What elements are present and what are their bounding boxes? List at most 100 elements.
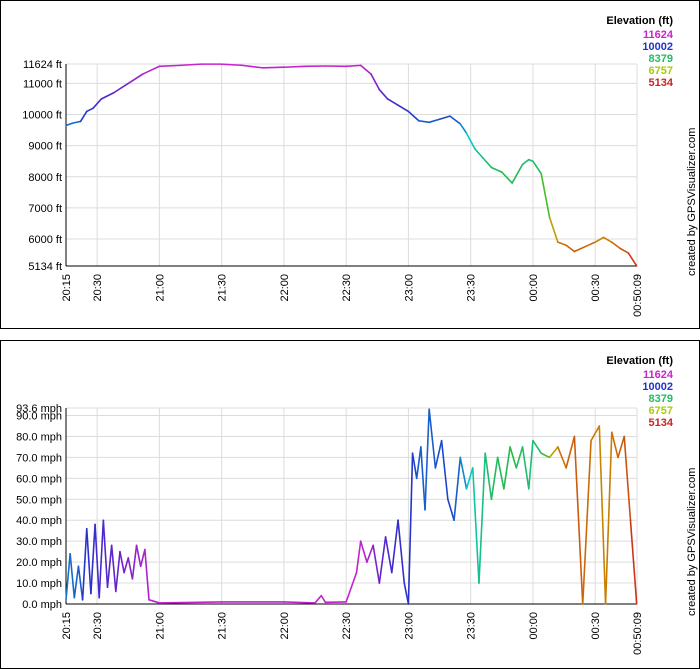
y-tick-label: 7000 ft (28, 203, 62, 215)
series-segment (386, 98, 399, 107)
series-segment (131, 544, 138, 580)
series-segment (65, 122, 74, 127)
series-segment (573, 246, 586, 253)
y-tick-label: 80.0 mph (16, 431, 62, 443)
y-tick-label: 30.0 mph (16, 536, 62, 548)
series-segment (359, 64, 372, 75)
y-tick-label: 5134 ft (28, 261, 62, 273)
series-segment (565, 244, 576, 253)
series-segment (598, 425, 607, 605)
series-segment (100, 91, 115, 100)
series-segment (119, 550, 125, 574)
y-tick-label: 60.0 mph (16, 473, 62, 485)
series-segment (179, 63, 202, 67)
series-segment (602, 236, 613, 243)
series-segment (459, 123, 468, 135)
y-tick-label: 11624 ft (23, 59, 62, 71)
series-segment (417, 119, 430, 124)
series-segment (459, 456, 468, 490)
series-segment (496, 456, 505, 490)
y-tick-label: 70.0 mph (16, 452, 62, 464)
series-segment (345, 64, 362, 68)
series-segment (440, 439, 449, 501)
series-segment (397, 519, 406, 584)
chart-elevation: 11624 ft 11000 ft 10000 ft 9000 ft 8000 ft 70… (22, 15, 698, 317)
series-segment (581, 439, 592, 605)
series-segment (378, 536, 387, 584)
series-segment (102, 519, 109, 589)
x-tick-label: 22:30 (341, 274, 353, 302)
series-segment (372, 544, 381, 584)
series-segment (509, 446, 518, 469)
series-segment (90, 523, 96, 595)
series-segment (397, 104, 410, 113)
series-segment (474, 147, 484, 159)
series-segment (127, 557, 134, 580)
y-tick-label: 0.0 mph (22, 599, 62, 611)
series-segment (465, 132, 476, 150)
series-segment (77, 565, 84, 601)
series-segment (434, 439, 443, 469)
elevation-panel: 11624 ft 11000 ft 10000 ft 9000 ft 8000 ft 70… (0, 0, 700, 329)
series-segment (490, 456, 499, 501)
series-segment (283, 65, 306, 69)
series-segment (98, 519, 105, 599)
series-segment (81, 527, 88, 601)
series-segment (384, 536, 393, 574)
x-tick-label: 00:30 (590, 274, 602, 302)
series-segment (359, 540, 368, 563)
series-segment (540, 452, 551, 459)
x-tick-label: 21:00 (154, 612, 166, 640)
series-segment (447, 498, 455, 522)
credit-text: created by GPSVisualizer.com (686, 468, 698, 616)
series-segment (471, 467, 480, 584)
x-tick-label: 00:30 (590, 612, 602, 640)
series-segment (478, 452, 486, 584)
series-segment (420, 446, 426, 511)
series-segment (370, 73, 381, 91)
series-segment (262, 66, 285, 69)
y-tick-label: 90.0 mph (16, 411, 62, 423)
series-segment (407, 110, 420, 122)
series-segment (73, 565, 80, 599)
series-segment (110, 544, 117, 593)
series-segment (415, 446, 422, 480)
elevation-chart: 11624 ft 11000 ft 10000 ft 9000 ft 8000 ft 70… (22, 15, 698, 317)
series-segment (527, 439, 534, 490)
series-segment (449, 115, 462, 125)
series-segment (92, 98, 103, 110)
series-segment (71, 120, 82, 125)
y-tick-label: 11000 ft (23, 78, 62, 90)
series-segment (428, 118, 441, 124)
series-segment (411, 452, 418, 480)
x-tick-label: 23:00 (403, 274, 415, 302)
series-segment (144, 548, 150, 601)
x-tick-label: 23:30 (466, 274, 478, 302)
series-segment (584, 241, 596, 248)
series-segment (610, 241, 621, 250)
series-segment (548, 446, 559, 459)
x-tick-label: 23:00 (403, 612, 415, 640)
y-tick-label: 10000 ft (22, 110, 62, 122)
series-segment (532, 160, 543, 175)
legend-entry: 11624 (643, 369, 674, 381)
series-segment (604, 431, 613, 605)
x-tick-label: 21:30 (217, 612, 229, 640)
series-segment (490, 166, 503, 173)
series-segment (515, 446, 524, 469)
y-tick-label: 50.0 mph (16, 494, 62, 506)
y-tick-label: 6000 ft (28, 234, 62, 246)
series-segment (283, 601, 316, 604)
series-segment (465, 467, 474, 490)
legend-title: Elevation (ft) (606, 355, 673, 367)
series-segment (148, 599, 161, 604)
series-segment (220, 63, 244, 67)
series-segment (139, 548, 146, 568)
series-segment (391, 519, 399, 574)
series-segment (521, 446, 530, 490)
legend-entry: 10002 (642, 381, 673, 393)
y-tick-label: 8000 ft (28, 172, 62, 184)
speed-panel: 93.6 mph 90.0 mph 80.0 mph 70.0 mph 60.0 mph… (0, 340, 700, 669)
y-tick-label: 20.0 mph (16, 557, 62, 569)
